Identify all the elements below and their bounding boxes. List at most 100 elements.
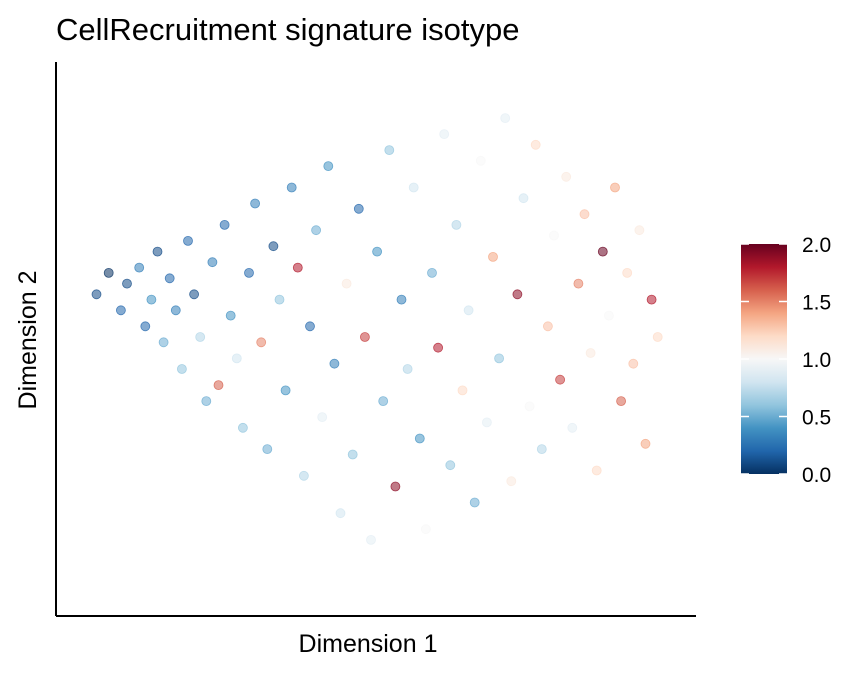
data-point (610, 182, 620, 193)
data-point (628, 358, 639, 369)
data-point (555, 374, 565, 385)
data-point (549, 230, 559, 241)
data-point (378, 396, 389, 407)
data-point (573, 278, 584, 289)
data-point (652, 332, 663, 342)
data-point (475, 155, 486, 166)
data-point (225, 310, 236, 321)
data-point (116, 305, 126, 316)
data-point (146, 294, 157, 305)
data-point (622, 267, 633, 278)
data-point (305, 321, 315, 332)
data-point (311, 225, 322, 236)
data-point (420, 524, 431, 535)
y-axis-label: Dimension 2 (14, 271, 42, 410)
data-point (585, 348, 596, 358)
data-point (445, 460, 456, 471)
data-point (134, 262, 145, 273)
data-point (408, 182, 419, 193)
data-point (530, 139, 541, 150)
colorbar-tick-label: 1.5 (802, 292, 831, 315)
data-point (402, 364, 413, 374)
data-point (494, 353, 505, 364)
data-point (353, 203, 364, 214)
data-point (103, 267, 114, 278)
data-point (524, 401, 535, 412)
data-point (335, 508, 346, 519)
data-point (372, 246, 383, 257)
data-point (170, 305, 181, 316)
data-point (298, 470, 309, 481)
data-point (262, 444, 273, 455)
data-point (597, 246, 608, 257)
colorbar-tick-label: 0.5 (802, 407, 831, 430)
data-point (543, 321, 553, 332)
data-point (500, 113, 511, 123)
data-point (561, 171, 572, 182)
data-point (158, 337, 169, 348)
data-point (237, 422, 248, 433)
data-point (140, 321, 151, 332)
data-point (323, 161, 334, 172)
data-point (567, 422, 578, 433)
points-layer (91, 113, 663, 545)
data-point (219, 219, 230, 230)
data-point (231, 353, 242, 364)
data-point (286, 182, 297, 193)
colorbar-tick-label: 0.0 (802, 464, 831, 487)
data-point (506, 476, 517, 487)
data-point (439, 129, 450, 140)
data-point (512, 289, 523, 300)
data-point (292, 262, 303, 273)
data-point (122, 278, 132, 289)
data-point (634, 225, 645, 236)
data-point (427, 267, 437, 278)
data-point (213, 380, 224, 391)
data-point (280, 385, 291, 396)
data-point (183, 235, 193, 246)
data-point (451, 219, 462, 230)
data-point (616, 396, 626, 407)
data-point (268, 241, 279, 252)
data-point (414, 433, 425, 444)
data-point (591, 465, 602, 476)
data-point (329, 358, 340, 369)
chart-title: CellRecruitment signature isotype (56, 12, 520, 47)
data-point (164, 273, 175, 284)
data-point (488, 251, 498, 262)
data-point (579, 209, 590, 220)
data-point (604, 310, 614, 321)
data-point (433, 342, 444, 353)
x-axis-label: Dimension 1 (299, 630, 438, 658)
data-point (359, 332, 370, 342)
data-point (396, 294, 407, 305)
data-point (189, 289, 200, 300)
data-point (201, 396, 212, 407)
colorbar-tick-label: 1.0 (802, 349, 831, 372)
data-point (384, 145, 395, 156)
data-point (640, 438, 651, 449)
data-point (195, 332, 206, 342)
data-point (536, 444, 547, 455)
data-point (481, 417, 492, 428)
data-point (274, 294, 285, 305)
data-point (152, 246, 163, 257)
data-point (250, 198, 261, 209)
data-point (341, 278, 352, 289)
data-point (244, 267, 254, 278)
data-point (518, 193, 529, 204)
data-point (463, 305, 474, 316)
data-point (317, 412, 328, 423)
data-point (256, 337, 267, 348)
data-point (207, 257, 218, 268)
data-point (347, 449, 358, 460)
data-point (91, 289, 102, 300)
data-point (176, 364, 187, 374)
data-point (366, 535, 376, 545)
colorbar: 0.0 0.5 1.0 1.5 2.0 (741, 234, 831, 487)
data-point (390, 481, 401, 492)
data-point (646, 294, 657, 305)
colorbar-tick-label: 2.0 (802, 234, 831, 257)
